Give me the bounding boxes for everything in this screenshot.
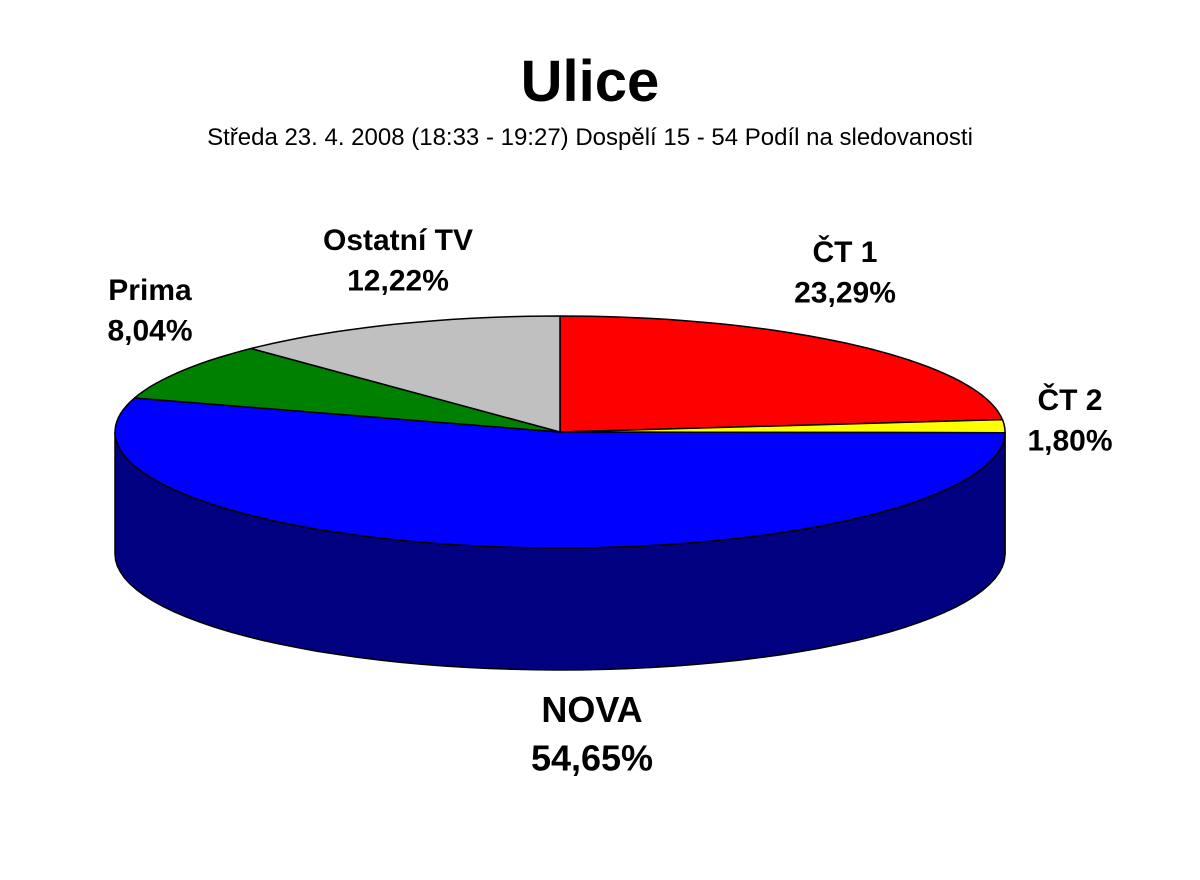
pie-slice-prima: [133, 347, 561, 433]
pie-slice--t-2: [559, 418, 1006, 434]
chart-title: Ulice: [520, 49, 660, 114]
slice-label--t-1: ČT 1: [812, 235, 877, 269]
pie-slice-ostatn-tv: [250, 315, 561, 433]
slice-label--t-2: ČT 2: [1037, 383, 1102, 417]
pie-slice--t-1: [559, 315, 1004, 433]
slice-label-ostatn-tv: Ostatní TV: [323, 224, 473, 257]
slice-label-nova: NOVA: [541, 689, 642, 730]
slice-label-prima: Prima: [108, 274, 192, 307]
slice-value-ostatn-tv: 12,22%: [347, 265, 449, 298]
pie-labels: ČT 1 23,29% ČT 2 1,80% NOVA 54,65% Prima 8,04% O…: [107, 224, 1112, 779]
slice-value-prima: 8,04%: [107, 315, 192, 348]
chart-subtitle: Středa 23. 4. 2008 (18:33 - 19:27) Dospě…: [207, 124, 973, 151]
slice-value--t-1: 23,29%: [794, 277, 896, 310]
slice-value--t-2: 1,80%: [1027, 425, 1112, 458]
slice-value-nova: 54,65%: [531, 738, 653, 779]
pie-tops: [114, 315, 1006, 549]
pie-slice-nova: [114, 397, 1006, 549]
